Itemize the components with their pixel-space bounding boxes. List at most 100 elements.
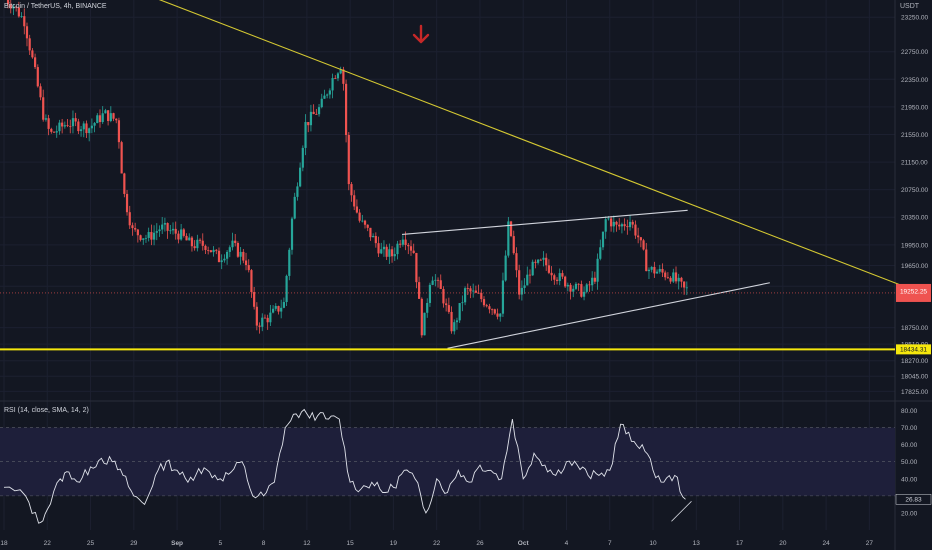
price-tick-label: 20350.00 (901, 215, 928, 222)
candle-body (596, 258, 599, 282)
candle-body (296, 186, 299, 197)
candle-body (555, 279, 559, 281)
candle-body (198, 239, 202, 241)
candle-body (139, 235, 142, 240)
candle-body (528, 274, 532, 276)
candle-body (182, 229, 185, 236)
candle-body (585, 284, 588, 292)
price-tick-label: 18270.00 (901, 358, 928, 365)
candle-body (220, 260, 223, 263)
candle-body (61, 122, 64, 127)
trendlines[interactable] (0, 0, 913, 351)
time-axis[interactable]: 18 22 25 29 Sep 5 8 12 15 19 22 26 Oct 4 7 10 13 17 20 24 27 (0, 540, 873, 547)
candle-body (58, 122, 61, 132)
candle-body (217, 250, 221, 263)
candle-body (234, 240, 237, 243)
time-tick-label: Oct (518, 540, 530, 547)
price-tick-label: 20750.00 (901, 187, 928, 194)
candle-body (161, 224, 164, 230)
candle-body (466, 288, 469, 289)
time-tick-label: 4 (565, 540, 569, 547)
candle-body (591, 277, 594, 286)
price-tick-label: 22350.00 (901, 77, 928, 84)
chart-title[interactable]: Bitcoin / TetherUS, 4h, BINANCE (4, 3, 107, 10)
candle-body (637, 235, 640, 238)
candle-body (17, 7, 20, 17)
candle-body (658, 268, 661, 272)
candle-body (653, 266, 656, 274)
candle-body (277, 306, 280, 312)
currency-unit: USDT (900, 3, 920, 10)
descending-resistance-trendline[interactable] (142, 0, 913, 291)
candle-body (388, 249, 391, 257)
channel-top-trendline[interactable] (402, 209, 688, 236)
price-tick-label: 23250.00 (901, 15, 928, 22)
candle-body (382, 246, 386, 250)
candle-body (534, 261, 537, 263)
candle-body (601, 231, 605, 248)
candle-body (228, 247, 231, 252)
candle-body (231, 240, 234, 248)
candle-body (339, 69, 342, 74)
candle-body (212, 249, 215, 253)
candle-body (577, 283, 580, 285)
candle-body (190, 237, 194, 247)
candle-body (326, 94, 329, 96)
candle-body (226, 251, 229, 259)
price-tick-label: 18750.00 (901, 325, 928, 332)
channel-bottom-trendline[interactable] (447, 282, 770, 349)
price-tick-label: 17825.00 (901, 389, 928, 396)
rsi-line (3, 408, 686, 524)
candle-body (144, 237, 148, 239)
candle-body (39, 86, 42, 98)
candle-body (125, 193, 129, 213)
candle-body (320, 98, 323, 108)
candle-body (442, 288, 445, 304)
candle-body (531, 261, 534, 276)
candle-body (101, 113, 104, 123)
candle-body (309, 111, 313, 126)
candle-body (574, 283, 578, 289)
rsi-indicator (3, 408, 692, 524)
candle-body (588, 284, 591, 286)
candle-body (363, 220, 367, 225)
price-tick-label: 21550.00 (901, 132, 928, 139)
candle-body (488, 306, 491, 310)
candle-body (9, 4, 12, 9)
candle-body (496, 313, 499, 317)
candle-body (77, 121, 80, 132)
candle-body (480, 292, 483, 300)
candle-body (542, 257, 545, 260)
candle-body (380, 249, 383, 254)
current-price-label: 19252.25 (900, 288, 927, 295)
candle-body (158, 229, 161, 232)
candle-body (469, 288, 472, 292)
rsi-title[interactable]: RSI (14, close, SMA, 14, 2) (4, 407, 89, 414)
candle-body (204, 245, 207, 250)
time-tick-label: 8 (262, 540, 266, 547)
time-tick-label: 10 (649, 540, 657, 547)
candle-body (561, 273, 564, 277)
rsi-tick-label: 70.00 (901, 425, 918, 432)
candle-body (23, 16, 26, 27)
time-tick-label: 19 (390, 540, 398, 547)
candle-body (547, 265, 551, 273)
time-tick-label: 12 (303, 540, 311, 547)
candle-body (147, 232, 150, 238)
candle-body (474, 290, 477, 293)
candle-body (361, 220, 364, 222)
candle-body (293, 196, 296, 219)
candle-body (285, 275, 288, 303)
candle-body (79, 129, 83, 132)
candle-body (545, 257, 548, 266)
candle-body (482, 299, 486, 306)
candle-body (664, 272, 667, 278)
candle-body (536, 259, 540, 263)
candle-body (455, 320, 459, 323)
candle-body (445, 303, 448, 306)
candle-body (112, 113, 115, 119)
candle-body (491, 309, 494, 311)
candle-body (626, 226, 629, 228)
